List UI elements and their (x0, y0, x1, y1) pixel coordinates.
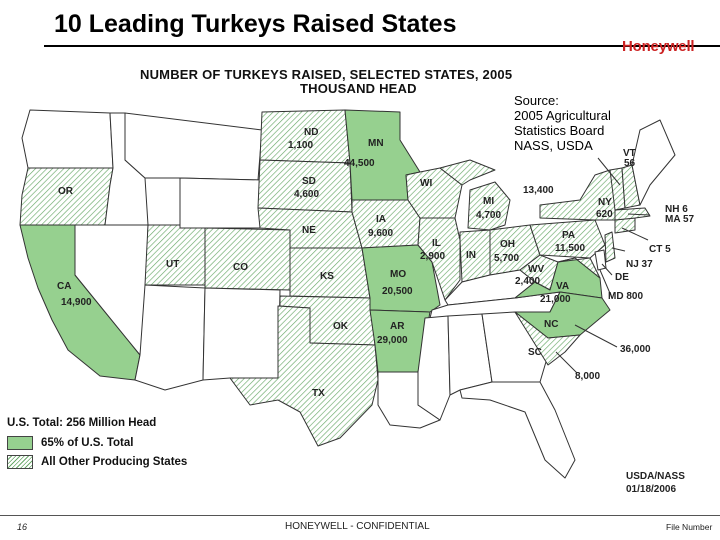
label-NC-value: 36,000 (620, 344, 651, 355)
state-MS (417, 315, 451, 421)
label-WV: WV 2,400 (515, 264, 544, 287)
source-line: Source: (514, 93, 559, 108)
state-MI (467, 181, 511, 231)
label-UT: UT (166, 259, 179, 270)
label-OK: OK (333, 321, 349, 332)
state-WY (179, 177, 263, 229)
source-line: Statistics Board (514, 123, 605, 138)
map-header: NUMBER OF TURKEYS RAISED, SELECTED STATE… (140, 68, 610, 96)
label-VT: VT 56 (623, 148, 636, 169)
source-line: 2005 Agricultural (514, 108, 611, 123)
state-TX (229, 305, 379, 447)
label-NY: NY 620 (596, 197, 613, 220)
label-CT: CT 5 (649, 244, 671, 255)
source-line: NASS, USDA (514, 138, 593, 153)
state-ME (631, 119, 676, 206)
state-MT (124, 112, 263, 181)
state-AZ (134, 284, 206, 391)
state-MI-upper (439, 159, 496, 186)
us-total: U.S. Total: 256 Million Head (7, 417, 157, 429)
label-CO: CO (233, 262, 248, 273)
label-SC-value: 8,000 (575, 371, 600, 382)
label-VA: VA 21,000 (540, 281, 571, 305)
credit-date: 01/18/2006 (626, 484, 677, 495)
footer-divider (0, 515, 720, 516)
slide-title: 10 Leading Turkeys Raised States (54, 10, 457, 38)
label-OH: OH 5,700 (494, 239, 519, 264)
label-MI: MI 4,700 (476, 196, 501, 221)
state-FL (459, 381, 576, 479)
state-WA (21, 109, 114, 169)
page-number: 16 (17, 522, 28, 532)
state-IL (417, 217, 461, 301)
label-NC: NC (544, 319, 558, 330)
label-MO: MO 20,500 (382, 269, 413, 297)
label-IA: IA 9,600 (368, 214, 393, 239)
label-MI-extra: 13,400 (523, 185, 554, 196)
label-ND: ND 1,100 (288, 127, 318, 151)
legend-swatch-hatched (7, 455, 33, 469)
label-NE: NE (302, 225, 316, 236)
label-PA: PA 11,500 (555, 230, 585, 254)
label-SD: SD 4,600 (294, 176, 319, 200)
label-MA: MA 57 (665, 214, 695, 225)
state-WI (405, 167, 463, 219)
state-NJ (604, 231, 616, 263)
state-UT (144, 224, 206, 286)
legend-label: 65% of U.S. Total (41, 437, 134, 449)
label-KS: KS (320, 271, 334, 282)
label-DE: DE (615, 272, 629, 283)
state-CT (614, 217, 636, 234)
label-IL: IL 2,900 (420, 238, 445, 262)
usda-credit: USDA/NASS 01/18/2006 (626, 470, 685, 496)
legend-item-other-states: All Other Producing States (7, 455, 187, 469)
map-header-line2: THOUSAND HEAD (300, 81, 417, 96)
label-OR: OR (58, 186, 74, 197)
label-CA: CA 14,900 (57, 281, 92, 308)
state-IA (351, 199, 421, 249)
label-MD: MD 800 (608, 291, 643, 302)
honeywell-logo: Honeywell (622, 38, 695, 55)
label-WI: WI (420, 178, 432, 189)
footer-confidential: HONEYWELL - CONFIDENTIAL (285, 521, 430, 532)
footer-file-number: File Number (666, 522, 713, 532)
label-TX: TX (312, 388, 325, 399)
state-MD (557, 257, 601, 279)
label-MN: MN 44,500 (344, 138, 384, 169)
state-GA (481, 311, 549, 383)
label-NJ: NJ 37 (626, 259, 653, 270)
label-SC: SC (528, 347, 542, 358)
label-IN: IN (466, 250, 476, 261)
state-CO (204, 227, 291, 291)
legend-swatch-solid (7, 436, 33, 450)
state-NM (202, 287, 281, 381)
credit-agency: USDA/NASS (626, 471, 685, 482)
legend-item-top-states: 65% of U.S. Total (7, 436, 133, 450)
label-NH: NH 6 (665, 204, 688, 215)
map-header-line1: NUMBER OF TURKEYS RAISED, SELECTED STATE… (140, 67, 513, 82)
label-AR: AR 29,000 (377, 321, 408, 346)
state-SC (514, 311, 581, 366)
title-divider (44, 45, 720, 47)
source-note: Source: 2005 Agricultural Statistics Boa… (514, 93, 615, 155)
legend-label: All Other Producing States (41, 456, 188, 468)
